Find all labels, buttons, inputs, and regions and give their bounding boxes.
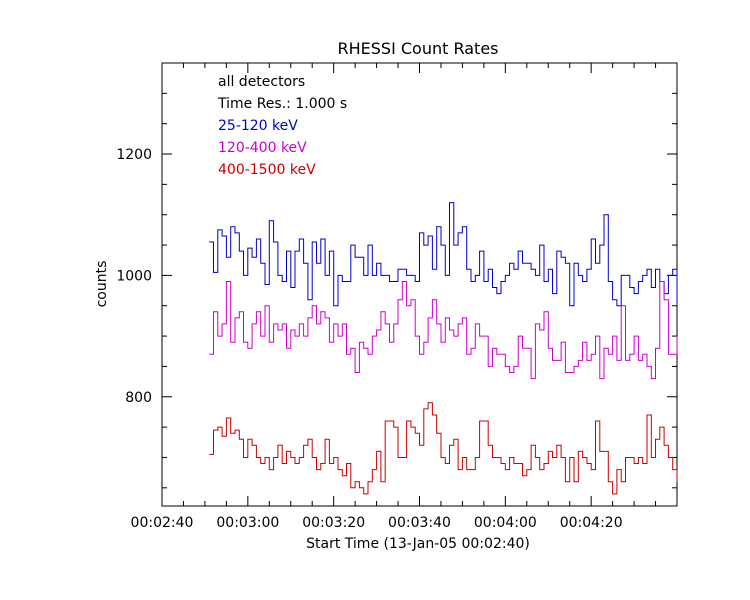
legend-line-detectors: all detectors [218, 74, 305, 90]
legend: all detectors Time Res.: 1.000 s 25-120 … [217, 74, 347, 178]
x-tick-label: 00:04:20 [560, 515, 623, 531]
y-axis: 800 1000 1200 [116, 62, 677, 489]
y-tick-label: 1200 [116, 147, 152, 163]
y-tick-label: 800 [125, 390, 152, 406]
x-axis: 00:02:40 00:03:00 00:03:20 00:03:40 00:04:00… [131, 63, 678, 531]
x-tick-label: 00:03:40 [388, 515, 451, 531]
legend-line-time-res: Time Res.: 1.000 s [217, 96, 347, 112]
x-tick-label: 00:02:40 [131, 515, 194, 531]
legend-series-3: 400-1500 keV [218, 162, 316, 178]
x-axis-label: Start Time (13-Jan-05 00:02:40) [306, 536, 530, 552]
x-tick-label: 00:04:00 [474, 515, 537, 531]
series-line-3 [209, 402, 678, 495]
x-tick-label: 00:03:20 [302, 515, 365, 531]
series-line-1 [209, 202, 678, 307]
series-line-2 [209, 281, 678, 380]
legend-series-1: 25-120 keV [218, 118, 298, 134]
x-tick-label: 00:03:00 [216, 515, 279, 531]
y-tick-label: 1000 [116, 268, 152, 284]
legend-series-2: 120-400 keV [218, 140, 307, 156]
y-axis-label: counts [94, 261, 110, 308]
chart-title: RHESSI Count Rates [338, 39, 499, 58]
series-layer [209, 202, 678, 495]
